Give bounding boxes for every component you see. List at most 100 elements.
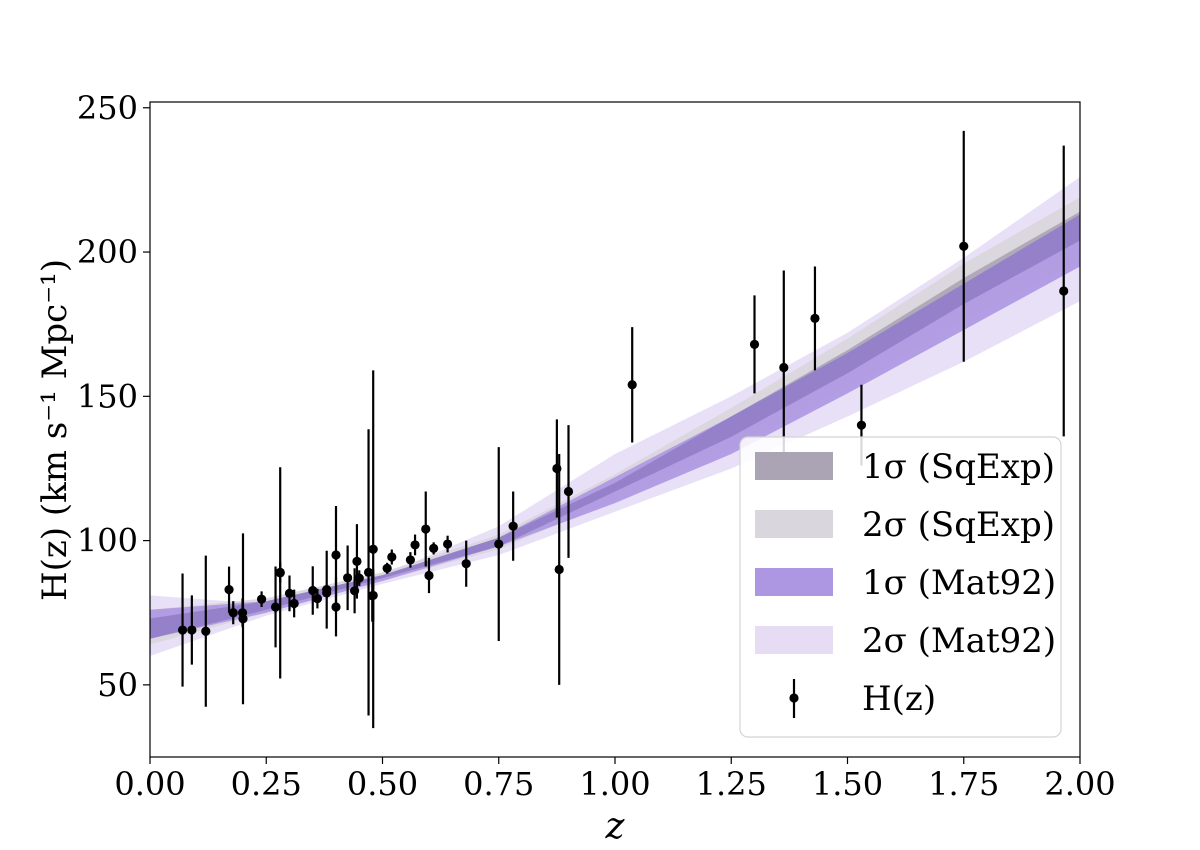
data-point	[224, 566, 234, 613]
data-point	[312, 588, 322, 609]
point-marker	[810, 313, 820, 324]
point-marker	[257, 594, 267, 604]
point-marker	[275, 567, 285, 577]
legend-items: 1σ (SqExp) 2σ (SqExp) 1σ (Mat92) 2σ (Mat92)…	[755, 447, 1056, 719]
data-point	[443, 535, 453, 553]
legend-swatch	[755, 452, 833, 480]
data-point	[405, 552, 415, 568]
legend-label: 1σ (Mat92)	[862, 563, 1056, 603]
point-marker	[331, 602, 341, 612]
legend: 1σ (SqExp) 2σ (SqExp) 1σ (Mat92) 2σ (Mat92)…	[739, 436, 1062, 738]
point-marker	[284, 588, 295, 598]
legend-label: H(z)	[862, 679, 936, 719]
point-marker	[238, 614, 248, 624]
data-point	[354, 570, 364, 586]
point-marker	[424, 570, 434, 581]
data-point	[201, 555, 211, 707]
point-marker	[508, 521, 518, 531]
point-marker	[494, 539, 504, 549]
x-tick-label: 2.00	[1044, 765, 1115, 803]
x-tick-label: 1.00	[579, 765, 650, 803]
data-point	[1059, 145, 1069, 437]
data-points	[177, 130, 1069, 729]
legend-label: 1σ (SqExp)	[862, 447, 1055, 487]
point-marker	[289, 598, 299, 609]
point-marker	[343, 573, 353, 583]
point-marker	[177, 625, 188, 635]
point-marker	[959, 241, 969, 251]
point-marker	[421, 524, 431, 534]
data-point	[382, 562, 392, 574]
point-marker	[461, 559, 471, 569]
data-point	[177, 573, 188, 687]
point-marker	[322, 585, 332, 595]
x-axis: 0.00 0.25 0.50 0.75 1.00 1.25 1.50 1.75 2.00	[114, 757, 1116, 803]
y-axis: 50 100 150 200 250	[77, 89, 150, 704]
data-point	[424, 557, 434, 594]
data-point	[322, 550, 332, 629]
point-marker	[563, 486, 574, 497]
legend-label: 2σ (SqExp)	[862, 505, 1055, 545]
point-marker	[201, 626, 211, 636]
data-point	[308, 566, 318, 615]
x-tick-label: 0.25	[231, 765, 302, 803]
data-point	[627, 327, 637, 443]
legend-item: 2σ (Mat92)	[755, 621, 1056, 661]
point-marker	[749, 339, 760, 349]
data-point	[331, 577, 341, 637]
point-marker	[352, 556, 362, 566]
data-point	[810, 266, 820, 371]
data-point	[284, 575, 295, 612]
x-tick-label: 1.75	[928, 765, 999, 803]
x-tick-label: 0.50	[347, 765, 418, 803]
legend-marker	[789, 693, 799, 703]
point-marker	[779, 362, 789, 373]
data-point	[368, 370, 378, 729]
legend-swatch	[755, 510, 833, 538]
point-marker	[410, 540, 420, 550]
data-point	[429, 542, 439, 555]
y-tick-label: 50	[97, 666, 138, 704]
point-marker	[856, 420, 867, 430]
legend-item: 1σ (Mat92)	[755, 563, 1056, 603]
legend-item: H(z)	[789, 679, 936, 719]
data-point	[563, 425, 574, 558]
point-marker	[187, 625, 197, 635]
data-point	[289, 589, 299, 618]
point-marker	[228, 608, 238, 618]
point-marker	[627, 380, 637, 390]
data-point	[343, 545, 353, 611]
data-point	[494, 447, 504, 642]
data-point	[421, 491, 431, 567]
legend-swatch	[755, 568, 833, 596]
legend-item: 2σ (SqExp)	[755, 505, 1055, 545]
data-point	[508, 491, 518, 561]
point-marker	[368, 544, 378, 554]
point-marker	[554, 564, 564, 575]
data-point	[270, 566, 281, 648]
point-marker	[270, 602, 281, 612]
point-marker	[224, 585, 234, 595]
point-marker	[363, 567, 374, 577]
legend-swatch	[755, 626, 833, 654]
x-tick-label: 0.00	[114, 765, 185, 803]
y-tick-label: 100	[77, 522, 138, 560]
point-marker	[368, 590, 378, 601]
data-point	[352, 524, 362, 599]
data-point	[187, 595, 197, 665]
data-point	[275, 562, 285, 583]
data-point	[959, 130, 969, 362]
data-point	[363, 429, 374, 716]
x-tick-label: 0.75	[463, 765, 534, 803]
point-marker	[354, 573, 364, 583]
data-point	[779, 270, 789, 465]
y-tick-label: 200	[77, 233, 138, 271]
point-marker	[312, 593, 322, 604]
data-point	[238, 533, 248, 705]
point-marker	[429, 543, 439, 553]
point-marker	[387, 552, 397, 562]
point-marker	[308, 585, 318, 596]
data-point	[387, 549, 397, 565]
data-point	[749, 295, 760, 394]
